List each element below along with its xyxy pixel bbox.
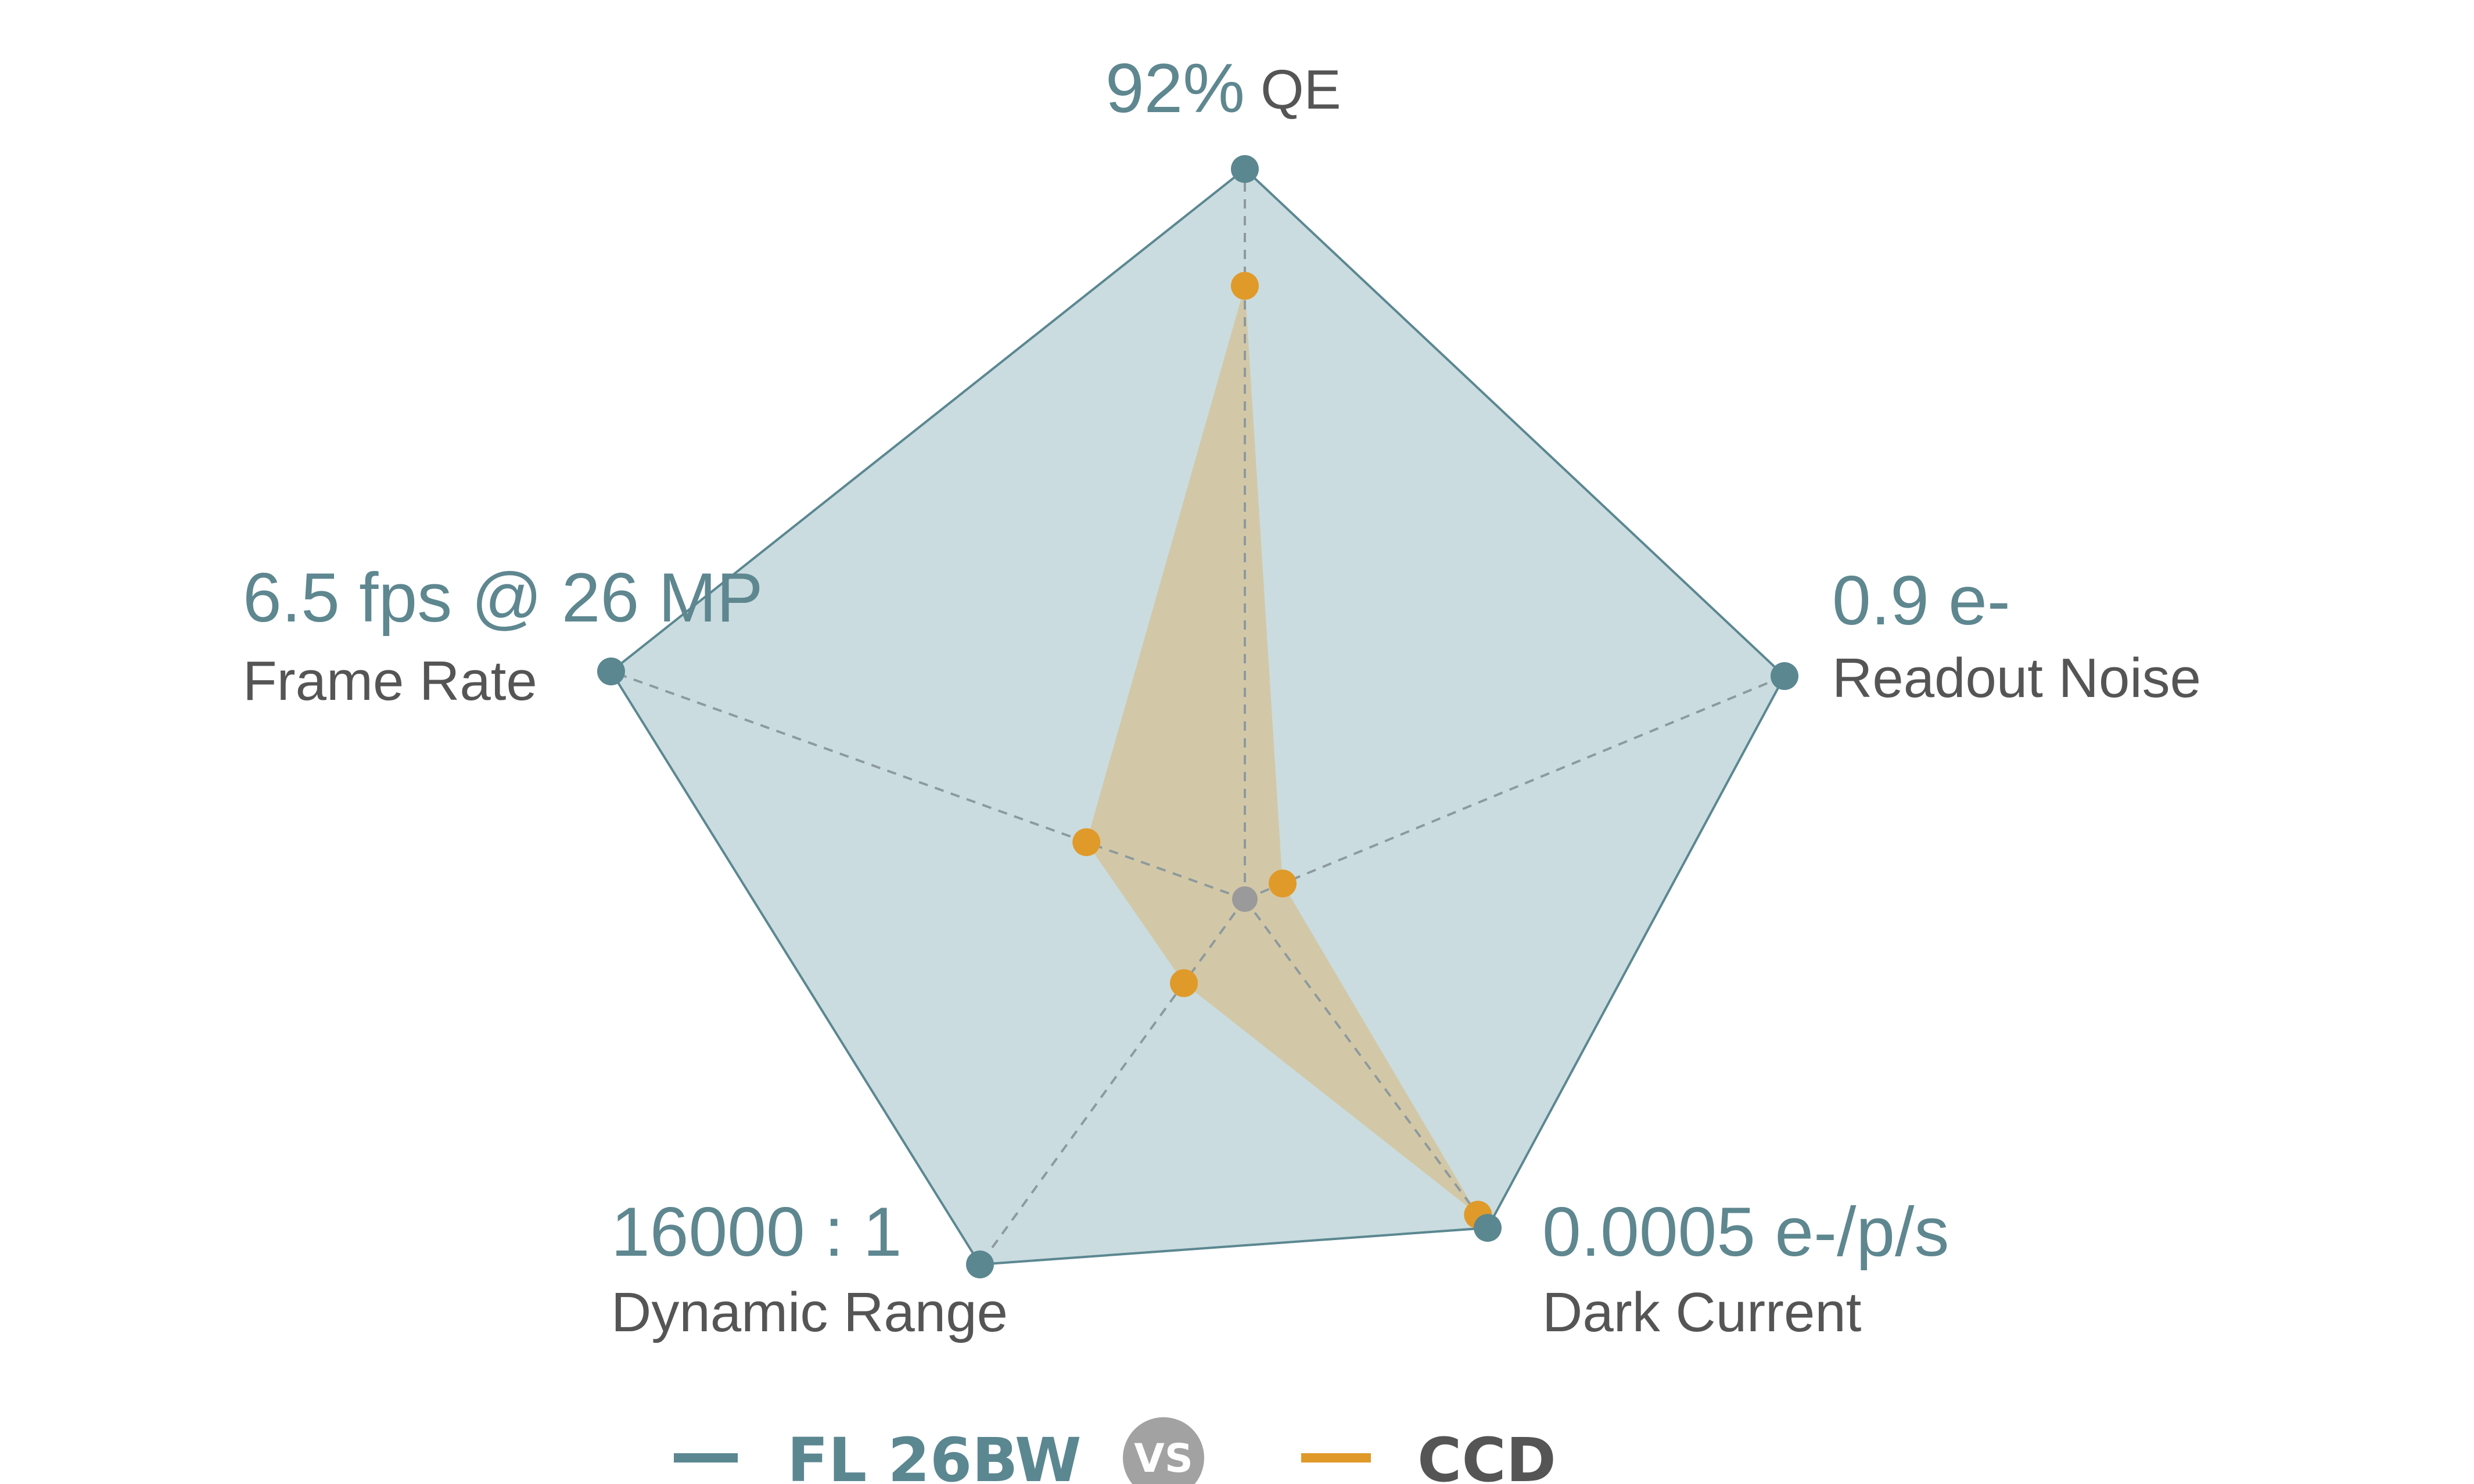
series-0-point-0 [1231,155,1259,183]
series-1-point-1 [1269,869,1297,898]
axis-spoke-4 [611,670,1245,900]
legend: FL 26BW VS CCD [674,1417,1556,1484]
axis-name-label-0: QE [1261,59,1341,121]
vs-badge [1123,1417,1204,1484]
vs-badge-text: VS [1134,1436,1193,1482]
axis-value-label-1: 0.9 e- [1832,562,2010,639]
series-1-point-0 [1231,272,1259,300]
legend-swatch-ccd [1301,1453,1371,1463]
axis-spoke-3 [979,898,1246,1266]
axis-value-label-2: 0.0005 e-/p/s [1542,1193,1949,1271]
axis-spoke-2 [1244,898,1489,1229]
series-0-point-4 [597,657,625,685]
series-0-point-3 [966,1251,994,1278]
axis-value-label-3: 16000 : 1 [611,1193,902,1271]
axis-name-label-1: Readout Noise [1832,647,2201,709]
legend-swatch-fl26bw [674,1453,738,1463]
radar-center-point [1232,886,1258,912]
axis-name-label-4: Frame Rate [243,650,537,712]
axis-name-label-2: Dark Current [1542,1281,1861,1343]
series-1-point-3 [1170,969,1198,997]
series-1-point-4 [1072,828,1101,856]
axis-spoke-1 [1244,675,1785,900]
axis-labels: 92% QE 0.9 e- Readout Noise 0.0005 e-/p/s Dar… [243,49,2201,1343]
radar-points [597,155,1798,1278]
legend-label-ccd: CCD [1417,1425,1556,1484]
series-0-point-2 [1474,1214,1502,1242]
axis-value-label-0: 92% [1105,49,1245,127]
axis-name-label-3: Dynamic Range [611,1281,1008,1343]
axis-value-label-4: 6.5 fps @ 26 MP [243,559,763,637]
legend-label-fl26bw: FL 26BW [787,1425,1082,1484]
radar-fills [609,167,1786,1266]
series-0-point-1 [1771,662,1798,690]
